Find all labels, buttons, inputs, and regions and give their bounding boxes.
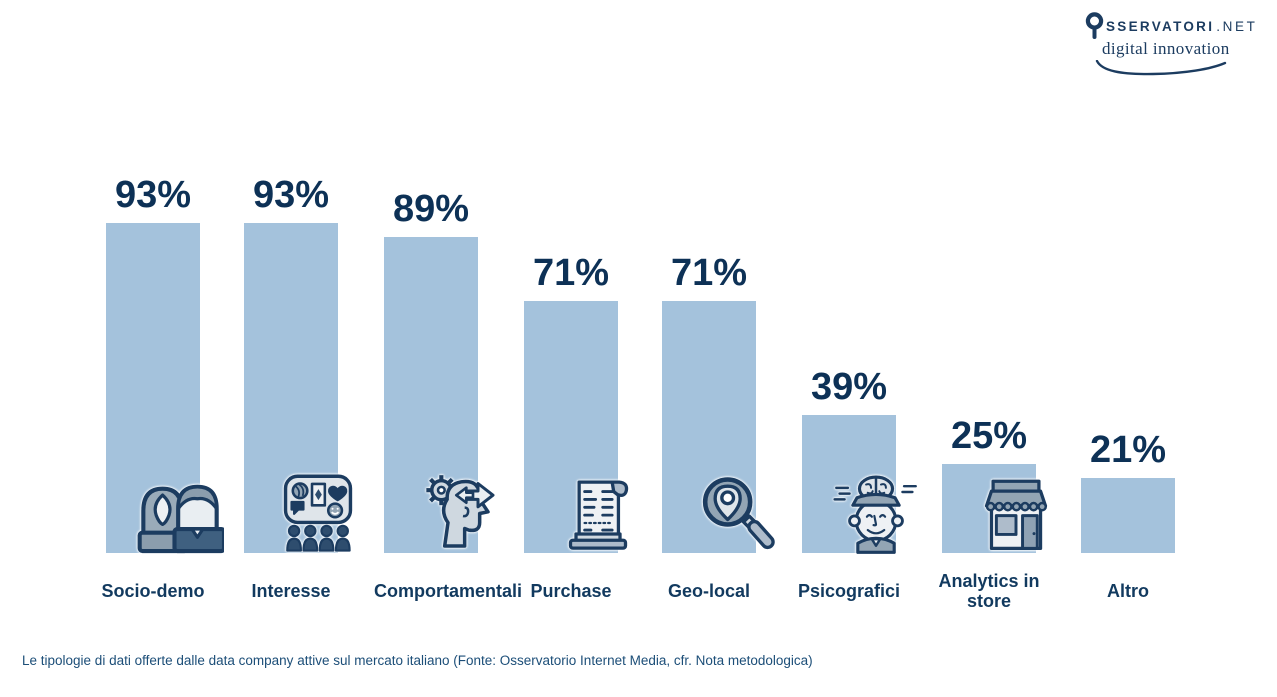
osservatori-logo: SSERVATORI .NET digital innovation [1085,12,1267,76]
magnifier-pin-icon [696,469,776,555]
value-label: 71% [532,252,610,294]
value-label: 39% [810,366,888,408]
value-label: 71% [670,252,748,294]
category-label: Interesse [251,580,331,601]
open-head-brain-icon [833,467,919,555]
chart-caption: Le tipologie di dati offerte dalle data … [22,653,813,668]
logo-wordmark: SSERVATORI .NET [1085,12,1267,40]
two-people-icon [136,481,224,555]
value-label: 25% [950,415,1028,457]
value-label: 93% [114,174,192,216]
bar [1081,478,1175,553]
storefront-icon [980,473,1052,555]
logo-swoosh [1095,60,1227,76]
magnifier-o-icon [1085,12,1104,39]
category-label: Geo-local [667,580,751,601]
category-label: Comportamentali [374,580,523,601]
value-label: 21% [1089,429,1167,471]
brand-main: SSERVATORI [1106,18,1215,34]
value-label: 89% [392,188,470,230]
category-label: Altro [1107,580,1149,601]
category-label: Purchase [530,580,612,601]
head-gear-arrows-icon [418,467,498,555]
value-label: 93% [252,174,330,216]
category-label: Psicografici [797,580,901,601]
category-label: Analytics in store [938,570,1040,611]
brand-suffix: .NET [1216,18,1258,34]
interests-panel-icon [277,471,359,555]
category-label: Socio-demo [101,580,205,601]
receipt-icon [565,469,631,555]
brand-subtitle: digital innovation [1102,39,1230,58]
